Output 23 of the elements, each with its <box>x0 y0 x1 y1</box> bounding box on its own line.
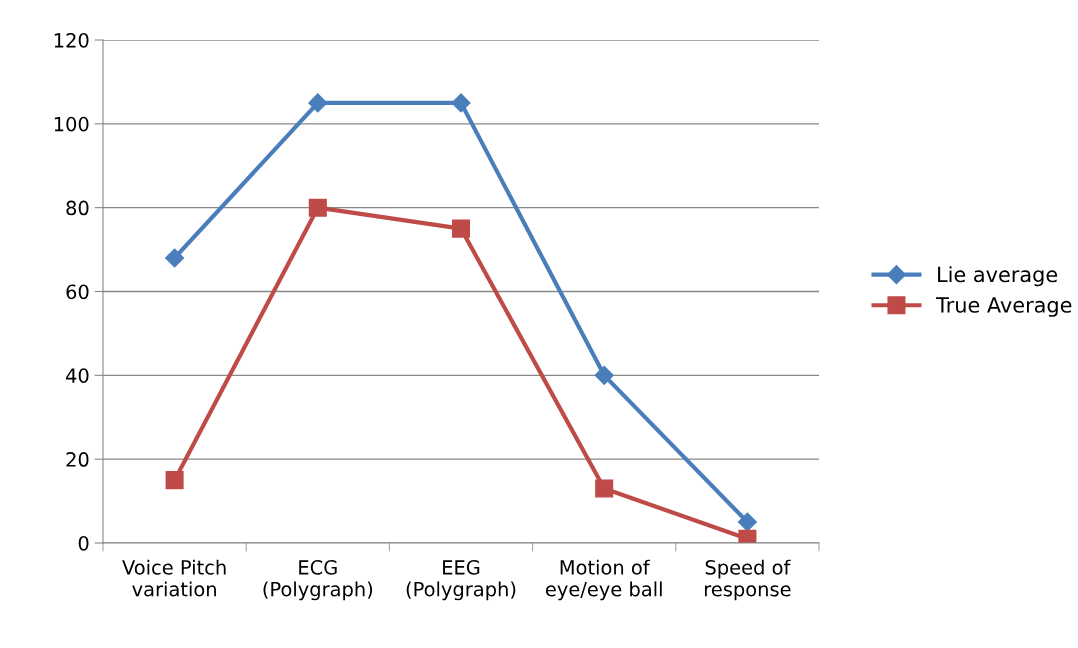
x-tick-label: EEG (Polygraph) <box>406 560 516 601</box>
x-tick-label: Motion of eye/eye ball <box>545 559 662 601</box>
y-tick-label: 20 <box>66 452 89 467</box>
point <box>595 479 614 498</box>
point <box>737 512 757 532</box>
point <box>451 93 471 113</box>
y-tick-label: 60 <box>66 284 89 300</box>
y-tick-label: 40 <box>66 368 89 383</box>
point <box>451 219 471 238</box>
x-tick-label: Voice Pitch variation <box>122 559 226 597</box>
x-tick-label: ECG (Polygraph) <box>263 560 373 601</box>
point <box>165 471 184 490</box>
legend-label: Lie average <box>938 266 1058 287</box>
y-tick-label: 120 <box>54 32 89 48</box>
x-tick-label: Speed of response <box>705 559 791 601</box>
y-tick-label: 80 <box>66 200 89 216</box>
y-tick-label: 0 <box>78 535 89 551</box>
legend-label: True Average <box>935 297 1072 317</box>
point <box>308 198 327 217</box>
point <box>308 93 328 113</box>
point <box>165 248 185 268</box>
point <box>594 365 614 385</box>
y-tick-label: 100 <box>54 116 89 132</box>
